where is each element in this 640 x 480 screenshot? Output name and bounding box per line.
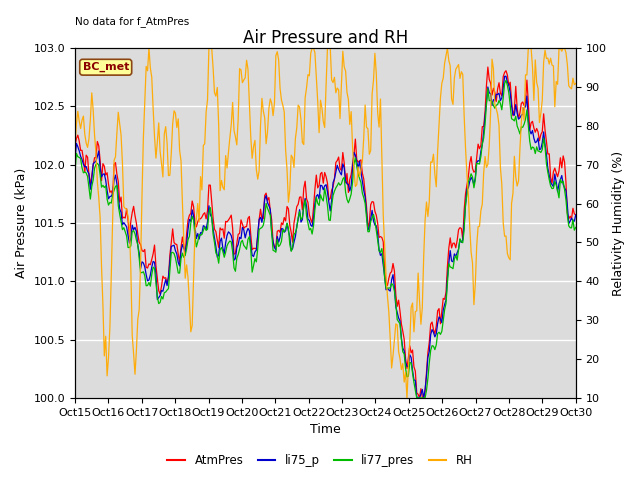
- Title: Air Pressure and RH: Air Pressure and RH: [243, 28, 408, 47]
- Legend: AtmPres, li75_p, li77_pres, RH: AtmPres, li75_p, li77_pres, RH: [163, 449, 477, 472]
- Y-axis label: Relativity Humidity (%): Relativity Humidity (%): [612, 150, 625, 296]
- Text: No data for f_AtmPres: No data for f_AtmPres: [75, 16, 189, 27]
- Text: BC_met: BC_met: [83, 62, 129, 72]
- Y-axis label: Air Pressure (kPa): Air Pressure (kPa): [15, 168, 28, 278]
- X-axis label: Time: Time: [310, 423, 340, 436]
